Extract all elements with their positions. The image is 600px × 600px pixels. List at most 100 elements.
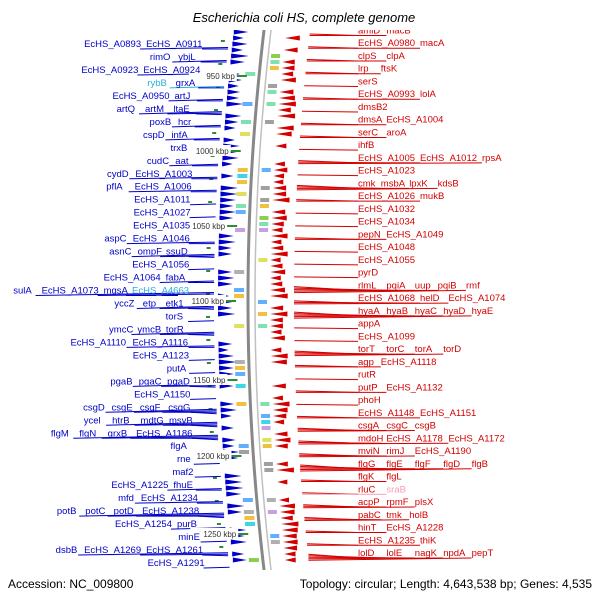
feature-block [266, 498, 276, 502]
feature-block [236, 192, 247, 196]
gene-label: grxB [108, 428, 128, 439]
gene-label: cudC [147, 156, 169, 167]
feature-block [235, 228, 246, 232]
feature-block [261, 426, 271, 430]
reverse-gene-arrow [279, 503, 295, 509]
reverse-gene-arrow [272, 191, 287, 197]
reverse-gene-arrow [270, 353, 288, 359]
label-connector [138, 111, 222, 115]
gene-label: EcHS_A1005 [358, 153, 415, 164]
reverse-gene-arrow [281, 71, 294, 77]
gene-label: EcHS_A1110 [70, 337, 126, 348]
gene-label: torR [166, 324, 184, 335]
label-connector [190, 203, 217, 206]
forward-gene-arrow [218, 311, 236, 317]
label-connector [160, 255, 215, 258]
feature-block [264, 120, 274, 124]
feature-block [236, 402, 247, 406]
label-connector [301, 110, 359, 113]
feature-tracks [206, 0, 300, 600]
gene-label: EcHS_A1172 [448, 433, 504, 444]
feature-block [259, 204, 269, 208]
forward-gene-arrow [218, 245, 232, 251]
gene-label: kdsB [438, 178, 459, 189]
forward-gene-arrow [218, 269, 233, 275]
tick-mark [220, 40, 225, 42]
reverse-gene-arrow [270, 293, 288, 299]
gene-label: hinT [358, 523, 377, 534]
label-connector [168, 98, 223, 102]
feature-block [245, 72, 256, 76]
label-connector [296, 187, 438, 191]
gene-label: EcHS_A0923 [81, 65, 138, 76]
feature-block [242, 498, 253, 502]
label-connector [295, 378, 359, 381]
scale-label-backdrop [190, 528, 239, 539]
label-connector [296, 403, 359, 406]
reverse-gene-arrow [282, 539, 298, 545]
reverse-gene-arrow [270, 245, 284, 251]
feature-block [234, 294, 245, 298]
gene-label: artJ [174, 91, 190, 102]
gene-label: phoH [358, 395, 381, 406]
label-connector [304, 85, 359, 87]
forward-gene-arrow [221, 425, 234, 431]
feature-block [271, 54, 281, 58]
gene-label: EcHS_A1148 [358, 408, 414, 419]
label-connector [189, 372, 216, 374]
label-connector [299, 148, 359, 151]
label-connector [169, 85, 225, 89]
label-connector [126, 241, 215, 245]
forward-gene-arrow [219, 215, 234, 221]
reverse-gene-arrow [270, 263, 283, 269]
feature-block [235, 384, 246, 388]
gene-label: cspD [143, 130, 165, 141]
feature-block [259, 228, 269, 232]
label-connector [188, 333, 215, 336]
gene-label: minE [178, 532, 200, 543]
reverse-gene-arrow [279, 89, 294, 95]
forward-gene-arrow [231, 53, 249, 59]
gene-label: EcHS_A1055 [358, 255, 415, 266]
gene-label: ompF [138, 247, 162, 258]
reverse-gene-arrow [278, 101, 296, 107]
gene-label: EcHS_A1190 [415, 446, 471, 457]
gene-label: EcHS_A1026 [358, 191, 415, 202]
feature-block [258, 312, 268, 316]
label-connector [131, 253, 215, 258]
gene-label: EcHS_A1116 [132, 337, 188, 348]
gene-label: holB [409, 510, 428, 521]
gene-label: EcHS_A1032 [358, 204, 415, 215]
label-connector [101, 436, 219, 439]
gene-label: EcHS_A1291 [148, 558, 205, 569]
gene-label: EcHS_A1099 [358, 331, 415, 342]
gene-label: hyaD [443, 306, 465, 317]
reverse-gene-arrow [280, 77, 296, 83]
label-connector [134, 423, 218, 426]
gene-label: pqiB [438, 280, 457, 291]
reverse-gene-arrow [275, 461, 288, 467]
label-connector [133, 410, 217, 413]
feature-block [270, 534, 280, 538]
feature-block [261, 420, 271, 424]
forward-gene-arrow [233, 35, 244, 41]
gene-label: EcHS_A1023 [358, 166, 415, 177]
gene-label: asnC [109, 247, 131, 258]
forward-gene-arrow [232, 551, 245, 557]
feature-block [263, 462, 273, 466]
gene-label: torC [386, 344, 404, 355]
label-connector [293, 302, 449, 305]
label-connector [105, 408, 217, 413]
footer-backdrop [0, 570, 600, 600]
gene-label: serC [358, 127, 378, 138]
label-connector [298, 162, 483, 165]
gene-label: rpsA [482, 153, 502, 164]
label-connector [295, 225, 359, 228]
gene-label: torA [415, 344, 433, 355]
scale-label-backdrop [183, 450, 232, 461]
reverse-gene-arrow [273, 167, 288, 173]
reverse-gene-arrow [278, 95, 295, 101]
label-connector [159, 333, 215, 335]
gene-label: uup [415, 280, 431, 291]
